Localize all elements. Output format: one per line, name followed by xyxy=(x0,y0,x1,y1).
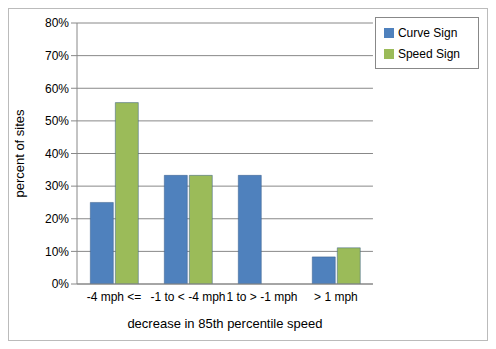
svg-text:50%: 50% xyxy=(45,114,69,128)
svg-text:70%: 70% xyxy=(45,49,69,63)
html-text:Curve Sign: Curve Sign xyxy=(397,26,458,40)
html-text:Speed Sign: Speed Sign xyxy=(397,47,460,61)
svg-text:20%: 20% xyxy=(45,212,69,226)
svg-text:30%: 30% xyxy=(45,179,69,193)
svg-text:0%: 0% xyxy=(52,277,70,291)
svg-text:-4 mph <=: -4 mph <= xyxy=(87,290,142,304)
svg-text:40%: 40% xyxy=(45,147,69,161)
svg-text:1 to > -1 mph: 1 to > -1 mph xyxy=(226,290,297,304)
svg-text:decrease in 85th percentile sp: decrease in 85th percentile speed xyxy=(127,316,322,331)
svg-text:> 1 mph: > 1 mph xyxy=(314,290,358,304)
svg-text:-1 to < -4 mph: -1 to < -4 mph xyxy=(150,290,225,304)
svg-text:60%: 60% xyxy=(45,82,69,96)
svg-text:percent of sites: percent of sites xyxy=(12,109,27,198)
svg-text:80%: 80% xyxy=(45,16,69,30)
svg-text:10%: 10% xyxy=(45,245,69,259)
